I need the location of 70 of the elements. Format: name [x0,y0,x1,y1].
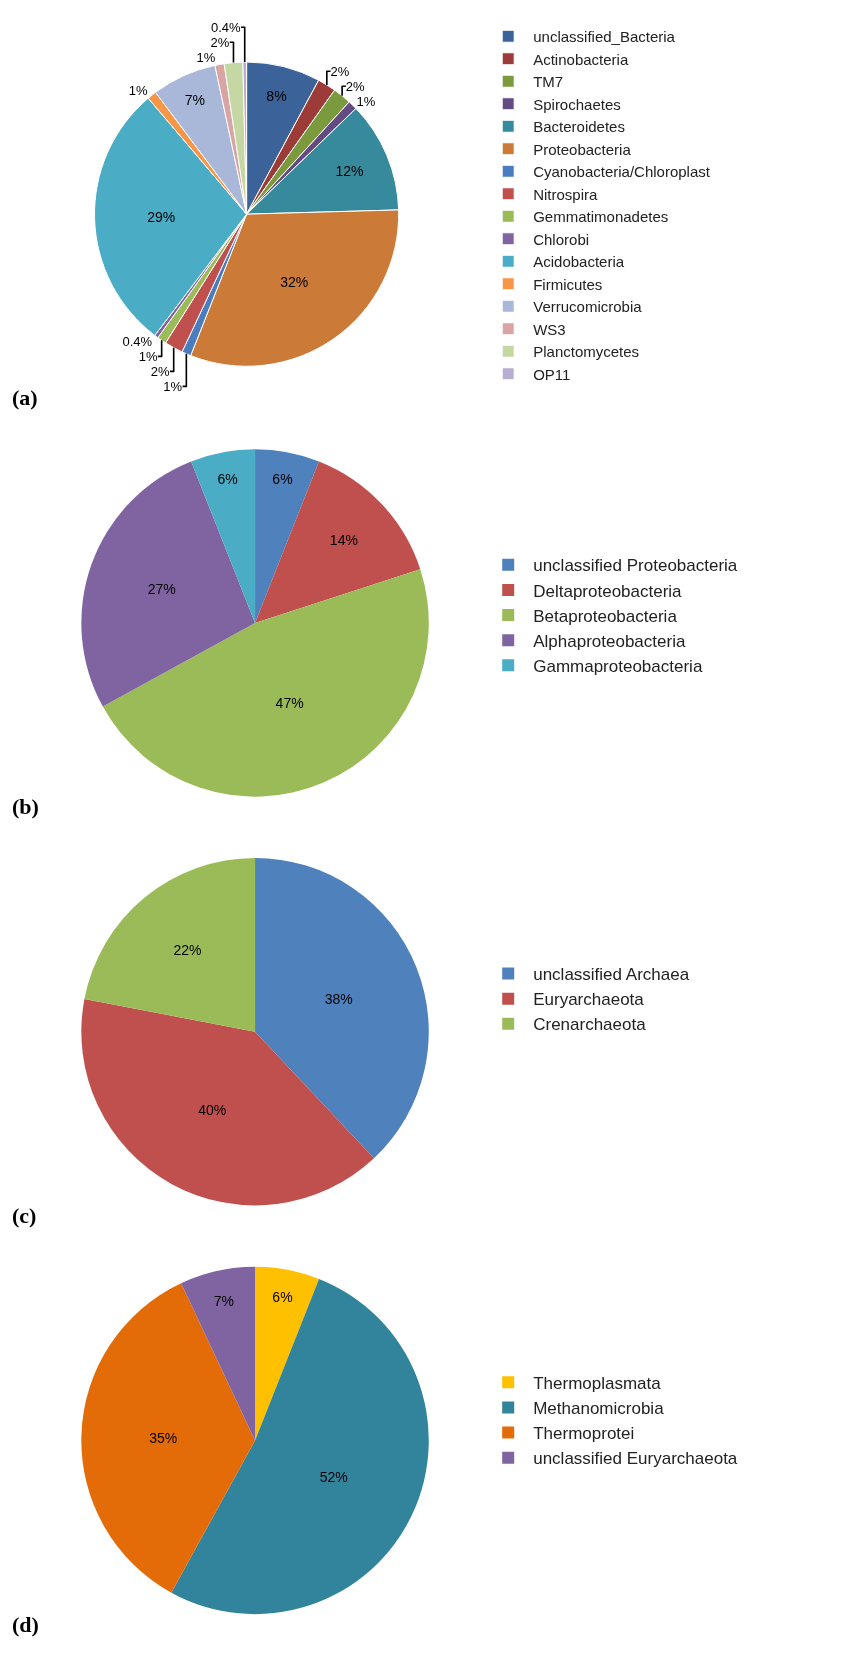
legend-label: unclassified Archaea [533,965,690,985]
data-label: 35% [149,1429,178,1446]
legend-label: Gammaproteobacteria [533,656,703,676]
pie-slice [191,449,256,623]
legend-label: Acidobacteria [533,253,625,271]
data-label: 47% [275,694,304,711]
data-label: 8% [266,87,287,104]
data-label: 40% [198,1101,227,1118]
legend-label: Chlorobi [533,230,590,248]
data-label: 1% [356,93,376,109]
pie-slice [81,461,256,707]
pie-slice [81,1283,256,1593]
data-label: 22% [173,941,202,958]
pie-slice [181,1266,256,1441]
legend-label: TM7 [533,73,564,91]
data-label: 14% [329,531,358,548]
legend-label: Deltaproteobacteria [533,581,683,601]
data-label: 2% [150,363,170,379]
data-label: 1% [196,49,216,65]
data-label: 1% [163,378,183,394]
data-label: 12% [335,162,364,179]
data-label: 52% [319,1469,348,1486]
data-label: 1% [138,348,158,364]
pie-slice [255,461,421,623]
legend-label: Thermoplasmata [533,1373,662,1393]
data-label: 2% [330,63,350,79]
data-label: 29% [147,208,176,225]
legend-label: unclassified Euryarchaeota [533,1449,738,1469]
data-label: 2% [345,78,366,94]
data-label: 32% [280,274,309,291]
legend-label: Bacteroidetes [533,118,625,136]
legend-label: Crenarchaeota [533,1015,647,1035]
data-label: 7% [184,92,205,109]
data-label: 6% [272,471,293,488]
data-label: 0.4% [122,333,153,349]
pie-slice [102,569,429,797]
legend-label: Alphaproteobacteria [533,631,686,651]
legend-label: Verrucomicrobia [533,298,643,316]
legend-label: OP11 [533,365,571,383]
text: (a) [12,385,38,410]
text: (c) [12,1203,37,1228]
pie-slice [255,857,429,1159]
legend-label: Euryarchaeota [533,990,645,1010]
legend-label: Nitrospira [533,185,599,203]
data-label: 1% [128,83,149,99]
legend-label: unclassified Proteobacteria [533,556,738,576]
pie-slice [84,857,256,1032]
legend-label: Cyanobacteria/Chloroplast [533,163,711,181]
legend-label: Betaproteobacteria [533,606,678,626]
text: (d) [12,1612,39,1637]
legend-label: WS3 [533,320,566,338]
legend-label: Planctomycetes [533,343,640,361]
pie-slice [255,449,319,623]
data-label: 0.4% [210,19,241,35]
data-label: 6% [272,1288,293,1305]
data-label: 7% [213,1293,235,1310]
text: (b) [12,794,39,819]
data-label: 27% [147,581,176,598]
legend-label: Spirochaetes [533,95,621,113]
legend-label: Methanomicrobia [533,1399,665,1419]
legend-label: Firmicutes [533,275,603,293]
data-label: 2% [210,34,230,50]
data-label: 6% [217,471,238,488]
pie-slice [255,1266,319,1441]
data-label: 38% [324,990,353,1007]
legend-label: Gemmatimonadetes [533,208,669,226]
legend-label: unclassified_Bacteria [533,28,676,46]
legend-label: Thermoprotei [533,1424,635,1444]
legend-label: Proteobacteria [533,140,632,158]
legend-label: Actinobacteria [533,50,629,68]
